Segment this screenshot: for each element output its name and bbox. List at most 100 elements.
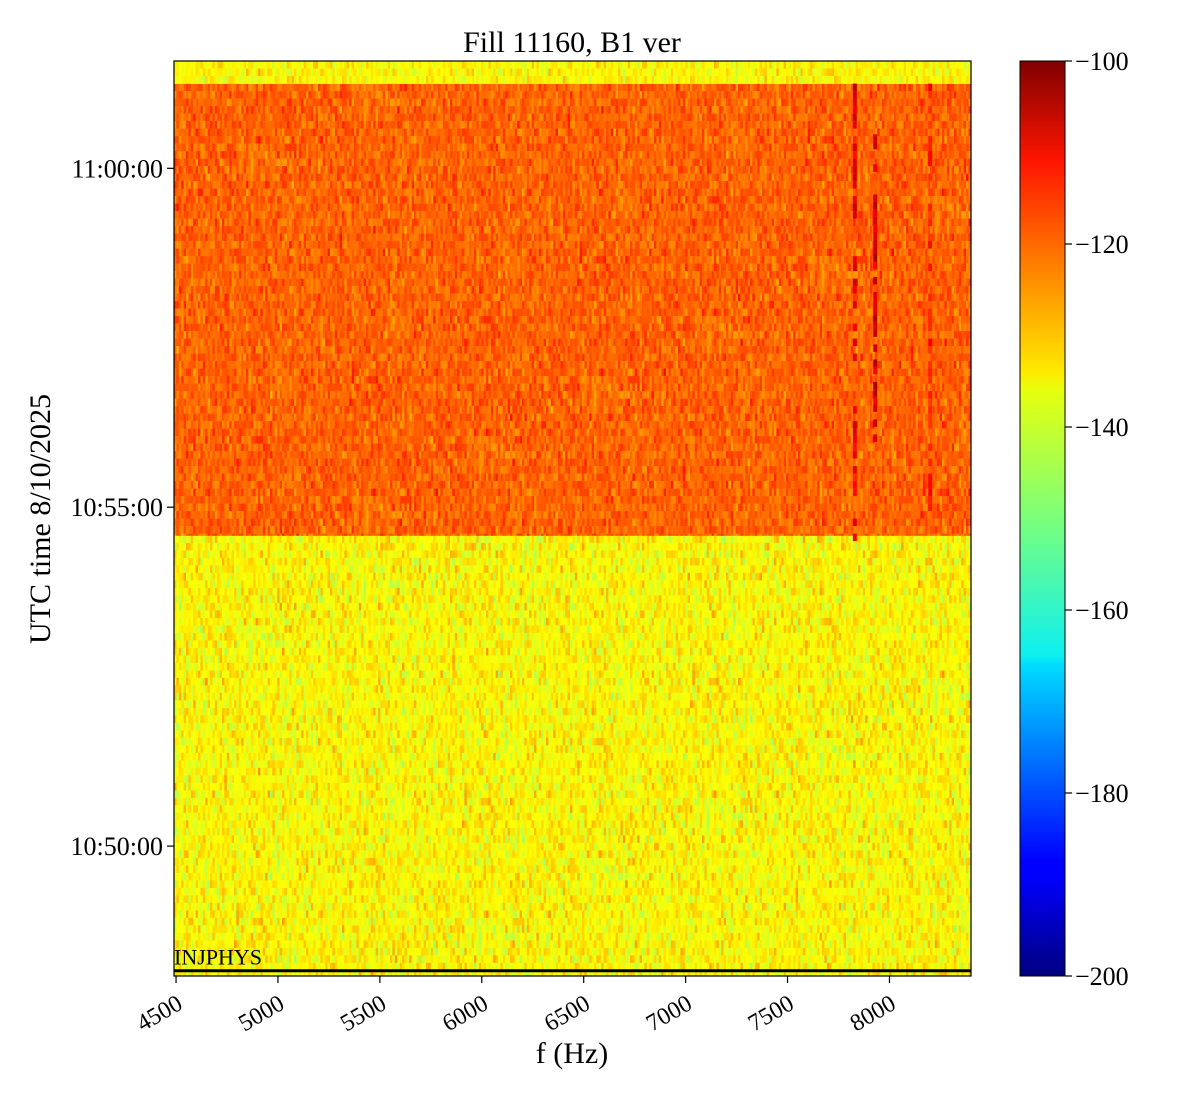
heatmap-cell-region-0 xyxy=(508,625,511,633)
heatmap-cell-region-0 xyxy=(498,558,501,566)
heatmap-cell-region-0 xyxy=(354,633,357,641)
heatmap-cell-region-0 xyxy=(481,535,484,543)
heatmap-cell-region-0 xyxy=(244,625,247,633)
heatmap-cell-region-0 xyxy=(215,558,218,566)
heatmap-cell-region-0 xyxy=(200,595,203,603)
heatmap-cell-region-0 xyxy=(666,640,669,648)
heatmap-cell-region-0 xyxy=(860,640,863,648)
heatmap-cell-region-0 xyxy=(289,610,292,618)
heatmap-cell-region-0 xyxy=(239,625,242,633)
heatmap-cell-region-0 xyxy=(942,640,945,648)
heatmap-cell-region-0 xyxy=(517,565,520,573)
heatmap-cell-region-0 xyxy=(426,603,429,611)
heatmap-cell-region-0 xyxy=(908,550,911,558)
heatmap-cell-region-0 xyxy=(964,603,967,611)
heatmap-cell-region-0 xyxy=(337,588,340,596)
heatmap-cell-region-0 xyxy=(580,603,583,611)
heatmap-cell-region-0 xyxy=(421,603,424,611)
heatmap-cell-region-0 xyxy=(887,618,890,626)
heatmap-cell-region-0 xyxy=(320,618,323,626)
heatmap-cell-region-0 xyxy=(954,588,957,596)
heatmap-cell-region-0 xyxy=(568,535,571,543)
heatmap-cell-region-0 xyxy=(484,543,487,551)
heatmap-cell-region-0 xyxy=(928,618,931,626)
heatmap-cell-region-0 xyxy=(827,625,830,633)
heatmap-cell-region-0 xyxy=(836,640,839,648)
heatmap-cell-region-0 xyxy=(608,550,611,558)
heatmap-cell-region-0 xyxy=(421,580,424,588)
heatmap-cell-region-0 xyxy=(836,565,839,573)
heatmap-cell-region-0 xyxy=(587,618,590,626)
heatmap-cell-region-0 xyxy=(311,565,314,573)
heatmap-cell-region-0 xyxy=(404,573,407,581)
heatmap-cell-region-0 xyxy=(196,535,199,543)
heatmap-cell-region-0 xyxy=(366,618,369,626)
heatmap-cell-region-0 xyxy=(822,618,825,626)
heatmap-cell-region-0 xyxy=(354,550,357,558)
heatmap-cell-region-0 xyxy=(520,588,523,596)
heatmap-cell-region-0 xyxy=(961,535,964,543)
heatmap-cell-region-0 xyxy=(455,588,458,596)
heatmap-cell-region-0 xyxy=(901,573,904,581)
heatmap-cell-region-0 xyxy=(582,558,585,566)
heatmap-cell-region-0 xyxy=(661,535,664,543)
heatmap-cell-region-0 xyxy=(203,565,206,573)
heatmap-cell-region-0 xyxy=(335,550,338,558)
heatmap-cell-region-0 xyxy=(625,580,628,588)
heatmap-cell-region-0 xyxy=(385,573,388,581)
heatmap-cell-region-0 xyxy=(793,640,796,648)
heatmap-cell-region-0 xyxy=(272,595,275,603)
heatmap-cell-region-0 xyxy=(760,573,763,581)
heatmap-cell-region-0 xyxy=(352,618,355,626)
heatmap-cell-region-0 xyxy=(344,640,347,648)
heatmap-cell-region-0 xyxy=(779,558,782,566)
heatmap-cell-region-0 xyxy=(563,640,566,648)
heatmap-cell-region-0 xyxy=(522,588,525,596)
heatmap-cell-region-0 xyxy=(604,543,607,551)
heatmap-cell-region-0 xyxy=(812,580,815,588)
heatmap-cell-region-0 xyxy=(445,618,448,626)
heatmap-cell-region-0 xyxy=(421,543,424,551)
heatmap-cell-region-0 xyxy=(582,633,585,641)
heatmap-cell-region-0 xyxy=(512,535,515,543)
heatmap-cell-region-0 xyxy=(582,595,585,603)
heatmap-cell-region-0 xyxy=(517,580,520,588)
heatmap-cell-region-0 xyxy=(822,535,825,543)
heatmap-cell-region-0 xyxy=(486,543,489,551)
heatmap-cell-region-0 xyxy=(882,558,885,566)
heatmap-cell-region-0 xyxy=(208,625,211,633)
heatmap-cell-region-0 xyxy=(186,633,189,641)
heatmap-cell-region-0 xyxy=(352,610,355,618)
heatmap-cell-region-0 xyxy=(844,610,847,618)
heatmap-cell-region-0 xyxy=(520,640,523,648)
heatmap-cell-region-0 xyxy=(460,610,463,618)
heatmap-cell-region-0 xyxy=(680,625,683,633)
heatmap-cell-region-0 xyxy=(836,550,839,558)
heatmap-cell-region-0 xyxy=(745,580,748,588)
heatmap-cell-region-0 xyxy=(232,640,235,648)
heatmap-cell-region-0 xyxy=(270,603,273,611)
heatmap-cell-region-0 xyxy=(181,550,184,558)
heatmap-cell-region-0 xyxy=(716,595,719,603)
heatmap-cell-region-0 xyxy=(215,618,218,626)
heatmap-cell-region-0 xyxy=(709,610,712,618)
heatmap-cell-region-0 xyxy=(412,573,415,581)
heatmap-cell-region-0 xyxy=(328,603,331,611)
heatmap-cell-region-0 xyxy=(460,603,463,611)
heatmap-cell-region-0 xyxy=(414,565,417,573)
heatmap-cell-region-0 xyxy=(282,610,285,618)
heatmap-cell-region-0 xyxy=(536,535,539,543)
heatmap-cell-region-0 xyxy=(354,573,357,581)
heatmap-cell-region-0 xyxy=(618,610,621,618)
heatmap-cell-region-0 xyxy=(661,565,664,573)
heatmap-cell-region-0 xyxy=(512,595,515,603)
heatmap-cell-region-0 xyxy=(176,535,179,543)
heatmap-cell-region-0 xyxy=(683,610,686,618)
heatmap-cell-region-0 xyxy=(445,565,448,573)
heatmap-cell-region-0 xyxy=(772,543,775,551)
heatmap-cell-region-0 xyxy=(779,618,782,626)
heatmap-cell-region-0 xyxy=(215,625,218,633)
heatmap-cell-region-0 xyxy=(438,595,441,603)
heatmap-cell-region-0 xyxy=(234,595,237,603)
heatmap-cell-region-0 xyxy=(428,558,431,566)
